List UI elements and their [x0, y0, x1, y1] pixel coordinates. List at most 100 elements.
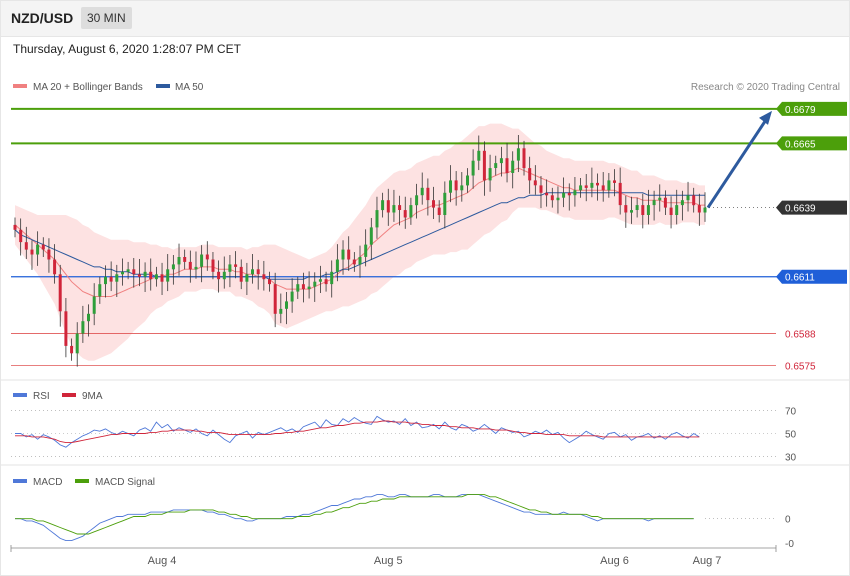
candle-body: [47, 249, 51, 260]
candle-body: [313, 281, 317, 287]
candle-body: [545, 192, 549, 196]
candle-body: [200, 254, 204, 267]
candle-body: [171, 264, 175, 270]
level-tag-0.6665: [776, 136, 847, 151]
candle-body: [222, 271, 226, 280]
ma20-legend-label: MA 20 + Bollinger Bands: [33, 82, 143, 93]
candle-body: [539, 185, 543, 193]
candle-body: [658, 197, 662, 201]
candle-body: [550, 195, 554, 201]
candle-body: [58, 274, 62, 312]
candle-body: [601, 185, 605, 191]
ma50-legend-swatch: [156, 84, 170, 88]
candle-body: [426, 187, 430, 201]
candle-body: [652, 200, 656, 206]
candle-body: [245, 274, 249, 282]
time-label-Aug-5: Aug 5: [374, 555, 403, 567]
candle-body: [115, 274, 119, 282]
candle-body: [211, 259, 215, 272]
candle-body: [488, 168, 492, 181]
forecast-arrow-shaft: [706, 115, 770, 209]
candle-body: [635, 205, 639, 210]
candle-body: [669, 207, 673, 215]
rsi-legend-swatch: [13, 393, 27, 397]
candle-body: [149, 271, 153, 280]
rsi-legend-label: RSI: [33, 391, 50, 402]
candle-body: [228, 264, 232, 272]
candle-body: [160, 274, 164, 282]
level-label-0.6665: 0.6665: [785, 139, 816, 150]
macd-tick-0: 0: [785, 515, 791, 526]
macd-legend-label: MACD: [33, 477, 62, 488]
price-panel: 0.6679 0.6665 0.6639 0.6611 0.6588 0.6575: [11, 101, 847, 373]
rsi-tick-70: 70: [785, 407, 797, 418]
candle-body: [697, 205, 701, 213]
candle-body: [505, 158, 509, 173]
candle-body: [528, 168, 532, 181]
macd-signal-legend-label: MACD Signal: [95, 477, 155, 488]
macd-tick-neg: -0: [785, 539, 794, 550]
candle-body: [75, 333, 79, 354]
rsi-ma-legend-swatch: [62, 393, 76, 397]
candle-body: [194, 266, 198, 270]
candle-body: [13, 224, 17, 230]
candle-body: [154, 274, 158, 280]
candle-body: [533, 180, 537, 186]
candle-body: [437, 207, 441, 215]
candle-body: [324, 279, 328, 285]
macd-panel: 0 -0: [15, 494, 794, 550]
candle-body: [607, 180, 611, 191]
candle-body: [460, 185, 464, 191]
candle-body: [358, 257, 362, 265]
candle-body: [183, 257, 187, 262]
candle-body: [415, 195, 419, 206]
candle-body: [381, 200, 385, 211]
macd-line: [15, 494, 694, 542]
chart-header: NZD/USD 30 MIN: [0, 0, 850, 37]
time-axis: Aug 4 Aug 5 Aug 6 Aug 7: [10, 545, 777, 567]
research-credit: Research © 2020 Trading Central: [691, 82, 840, 93]
candle-body: [87, 313, 90, 322]
macd-legend-swatch: [13, 479, 27, 483]
candle-body: [126, 269, 130, 272]
candle-body: [41, 244, 45, 250]
candle-body: [330, 271, 334, 285]
candle-body: [104, 276, 107, 285]
candle-body: [675, 205, 679, 215]
rsi-ma-line: [15, 420, 700, 444]
candle-body: [234, 264, 238, 267]
candle-body: [494, 163, 498, 168]
rsi-tick-50: 50: [785, 430, 797, 441]
candle-body: [420, 187, 424, 196]
level-label-0.6575: 0.6575: [785, 362, 816, 373]
candle-body: [584, 185, 588, 188]
bollinger-band: [15, 123, 705, 361]
candle-body: [449, 180, 452, 193]
candle-body: [36, 244, 40, 255]
candle-body: [596, 182, 599, 186]
candle-body: [279, 308, 283, 314]
candle-body: [369, 227, 373, 245]
rsi-line: [15, 415, 700, 448]
candle-body: [454, 180, 458, 191]
candle-body: [646, 205, 650, 215]
candle-body: [296, 284, 300, 292]
rsi-ma-legend-label: 9MA: [82, 391, 103, 402]
candle-body: [307, 286, 311, 290]
candle-body: [335, 259, 339, 272]
candle-body: [630, 210, 633, 213]
candle-body: [692, 195, 696, 206]
forecast-arrow-head: [759, 110, 772, 125]
candle-body: [318, 279, 322, 282]
candle-body: [573, 190, 577, 196]
candle-body: [703, 207, 707, 213]
time-label-Aug-7: Aug 7: [693, 555, 722, 567]
candle-body: [641, 205, 645, 215]
candle-body: [386, 200, 390, 213]
candle-body: [262, 274, 266, 280]
candle-body: [466, 175, 469, 186]
timeframe-badge[interactable]: 30 MIN: [81, 7, 132, 29]
ma20-legend-swatch: [13, 84, 27, 88]
candle-body: [482, 150, 486, 181]
candle-body: [301, 284, 305, 290]
